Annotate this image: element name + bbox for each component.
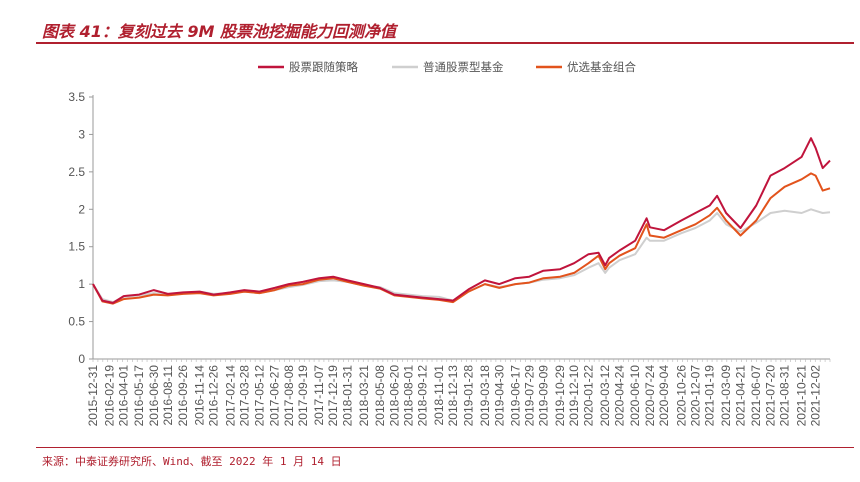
plot-area xyxy=(92,137,831,305)
y-axis: 0 0.5 1 1.5 2 2.5 3 3.5 xyxy=(68,90,94,366)
x-tick-label: 2018-08-01 xyxy=(401,365,415,427)
line-chart: 股票跟随策略 普通股票型基金 优选基金组合 0 0.5 1 1.5 2 2.5 3 3.5 201… xyxy=(68,60,831,427)
x-tick-label: 2016-05-17 xyxy=(132,365,146,427)
y-tick-label: 0 xyxy=(78,352,85,366)
x-tick-label: 2021-08-31 xyxy=(778,365,792,427)
source-bar: 来源：中泰证券研究所、Wind、截至 2022 年 1 月 14 日 xyxy=(36,447,854,468)
y-tick-label: 2 xyxy=(78,202,85,216)
legend-label: 普通股票型基金 xyxy=(423,60,504,74)
x-tick-label: 2017-03-28 xyxy=(237,365,251,427)
x-tick-label: 2019-09-09 xyxy=(536,365,550,427)
x-tick-label: 2021-01-19 xyxy=(703,365,717,427)
x-tick-label: 2021-06-07 xyxy=(749,365,763,427)
x-tick-label: 2019-01-28 xyxy=(462,365,476,427)
x-tick-label: 2021-03-09 xyxy=(719,365,733,427)
x-tick-label: 2019-07-29 xyxy=(522,365,536,427)
x-tick-label: 2019-04-30 xyxy=(492,365,506,427)
x-tick-label: 2018-12-13 xyxy=(446,365,460,427)
y-tick-label: 1.5 xyxy=(68,240,85,254)
legend-label: 优选基金组合 xyxy=(567,60,636,74)
x-tick-label: 2018-05-08 xyxy=(373,365,387,427)
x-tick-label: 2018-09-12 xyxy=(415,365,429,427)
x-tick-label: 2019-12-10 xyxy=(567,365,581,427)
y-tick-label: 3 xyxy=(78,127,85,141)
x-tick-label: 2016-02-19 xyxy=(103,365,117,427)
x-tick-label: 2018-01-31 xyxy=(341,365,355,427)
x-tick-label: 2019-06-17 xyxy=(508,365,522,427)
x-tick-label: 2020-06-10 xyxy=(628,365,642,427)
x-tick-label: 2020-09-04 xyxy=(657,365,671,427)
x-tick-label: 2016-12-26 xyxy=(207,365,221,427)
x-tick-label: 2020-10-26 xyxy=(674,365,688,427)
x-tick-label: 2019-03-18 xyxy=(478,365,492,427)
x-tick-label: 2016-08-11 xyxy=(161,365,175,426)
legend-label: 股票跟随策略 xyxy=(289,60,358,74)
y-tick-label: 1 xyxy=(78,277,85,291)
x-tick-label: 2017-12-19 xyxy=(326,365,340,427)
x-tick-label: 2020-07-24 xyxy=(643,365,657,427)
chart-legend: 股票跟随策略 普通股票型基金 优选基金组合 xyxy=(258,60,636,74)
x-tick-label: 2020-03-12 xyxy=(598,365,612,427)
x-tick-label: 2016-06-30 xyxy=(147,365,161,427)
x-tick-label: 2020-12-07 xyxy=(688,365,702,427)
x-tick-label: 2021-10-21 xyxy=(795,365,809,427)
x-axis: 2015-12-31 2016-02-19 2016-04-01 2016-05-17… xyxy=(86,358,831,427)
x-tick-label: 2018-11-01 xyxy=(432,365,446,426)
x-tick-label: 2017-02-14 xyxy=(223,365,237,427)
x-tick-label: 2020-04-24 xyxy=(613,365,627,427)
x-tick-label: 2017-11-07 xyxy=(312,365,326,426)
x-tick-label: 2018-06-20 xyxy=(387,365,401,427)
series-line-3 xyxy=(92,172,831,305)
y-tick-label: 3.5 xyxy=(68,90,85,104)
x-tick-label: 2016-11-14 xyxy=(193,365,207,426)
series-line-1 xyxy=(92,137,831,304)
source-note: 来源：中泰证券研究所、Wind、截至 2022 年 1 月 14 日 xyxy=(42,455,342,468)
series-line-2 xyxy=(92,208,831,304)
x-tick-label: 2017-06-27 xyxy=(268,365,282,427)
x-tick-label: 2017-09-19 xyxy=(296,365,310,427)
title-bar: 图表 41：复刻过去 9M 股票池挖掘能力回测净值 xyxy=(36,14,854,44)
x-tick-label: 2021-12-02 xyxy=(809,365,823,427)
chart-title: 图表 41：复刻过去 9M 股票池挖掘能力回测净值 xyxy=(42,22,397,41)
x-tick-label: 2016-04-01 xyxy=(117,365,131,427)
x-tick-label: 2017-05-12 xyxy=(252,365,266,427)
x-tick-label: 2018-03-21 xyxy=(357,365,371,427)
x-tick-label: 2016-09-26 xyxy=(176,365,190,427)
x-tick-label: 2015-12-31 xyxy=(86,365,100,427)
x-tick-label: 2021-04-21 xyxy=(733,365,747,427)
x-tick-label: 2019-10-29 xyxy=(553,365,567,427)
y-tick-label: 2.5 xyxy=(68,165,85,179)
x-tick-label: 2017-08-08 xyxy=(282,365,296,427)
x-tick-label: 2020-01-22 xyxy=(581,365,595,427)
x-tick-label: 2021-07-20 xyxy=(764,365,778,427)
y-tick-label: 0.5 xyxy=(68,315,85,329)
